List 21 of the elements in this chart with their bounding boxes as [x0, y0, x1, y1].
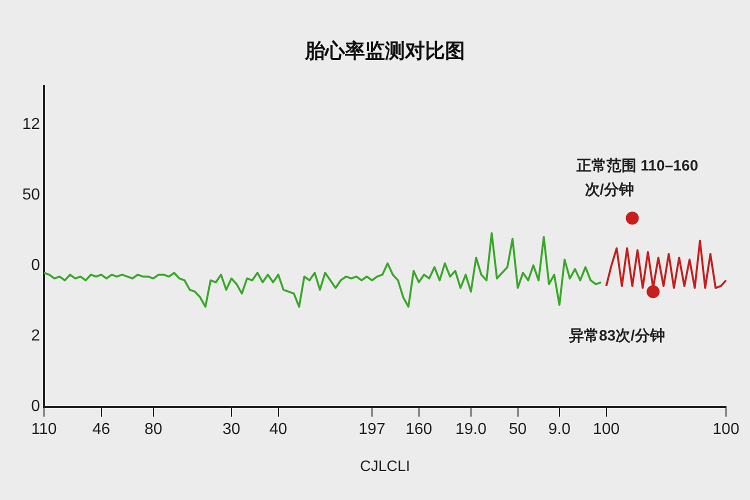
x-tick-label: 100 — [592, 420, 620, 438]
x-tick-label: 80 — [144, 420, 162, 438]
text: 正常范围 110–160 次/分钟 — [575, 157, 698, 198]
chart-title: 胎心率监测对比图 — [304, 40, 465, 63]
x-tick-label: 197 — [358, 420, 386, 438]
x-axis-title: CJLCLI — [360, 458, 410, 476]
text: 0 — [31, 398, 40, 416]
x-tick-label: 9.0 — [548, 420, 571, 438]
annotation: 异常83次/分钟 — [568, 327, 665, 344]
x-tick-label: 40 — [269, 420, 288, 438]
text: 0 — [31, 257, 40, 274]
x-tick-label: 160 — [405, 420, 432, 438]
x-tick-label: 19.0 — [455, 420, 487, 438]
text: 12 — [22, 116, 40, 133]
x-tick-label: 46 — [92, 420, 110, 438]
x-tick-label: 30 — [222, 420, 240, 438]
text: 50 — [22, 186, 40, 204]
x-tick-label: 100 — [712, 420, 740, 438]
x-tick-label: 50 — [508, 420, 527, 438]
x-tick-label: 110 — [31, 420, 57, 438]
text: 2 — [31, 328, 40, 345]
